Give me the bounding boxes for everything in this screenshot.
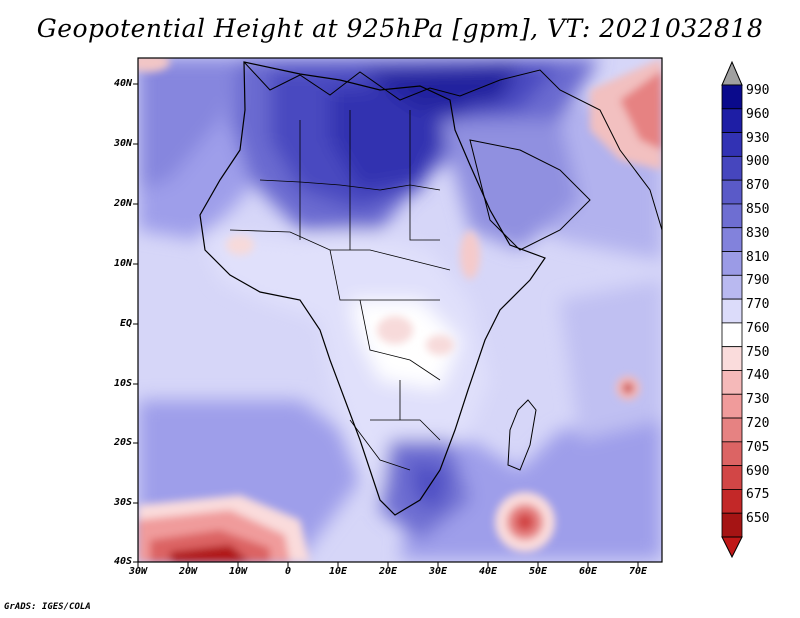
- lon-label: 20W: [178, 566, 198, 577]
- colorbar-label: 750: [746, 344, 770, 360]
- lon-label: 40E: [478, 566, 498, 577]
- colorbar-swatch: [721, 465, 743, 490]
- colorbar-label: 830: [746, 225, 770, 241]
- colorbar-label: 760: [746, 320, 770, 336]
- axis-ticks: [133, 83, 639, 567]
- colorbar-label: 990: [746, 83, 770, 98]
- colorbar-swatch: [721, 298, 743, 324]
- lat-label: EQ: [119, 318, 132, 329]
- colorbar-label: 790: [746, 273, 770, 289]
- arabia-coastline: [469, 139, 591, 251]
- colorbar-swatch: [721, 132, 743, 157]
- lon-label: 70E: [628, 566, 648, 577]
- colorbar-swatch: [721, 155, 743, 181]
- colorbar-label: 810: [746, 249, 770, 265]
- colorbar-label: 730: [746, 392, 770, 408]
- colorbar-swatch: [721, 512, 743, 538]
- colorbar-swatch: [721, 441, 743, 467]
- colorbar-label: 650: [746, 511, 770, 527]
- colorbar-swatch: [721, 393, 743, 419]
- colorbar-swatch: [721, 227, 743, 252]
- eurasia-coastline: [243, 61, 662, 231]
- colorbar-swatch: [721, 346, 743, 371]
- colorbar-label: 930: [746, 130, 770, 146]
- lat-label: 20N: [113, 198, 132, 209]
- colorbar-label: 960: [746, 106, 770, 122]
- colorbar-swatch: [721, 370, 743, 395]
- colorbar-label: 870: [746, 178, 770, 194]
- colorbar-bottom-arrow: [721, 536, 743, 559]
- country-borders: [229, 110, 451, 471]
- colorbar-label: 720: [746, 416, 770, 432]
- colorbar-label: 740: [746, 368, 770, 384]
- lat-label: 10S: [113, 378, 132, 389]
- colorbar-swatch: [721, 322, 743, 348]
- colorbar-label: 770: [746, 297, 770, 313]
- lon-label: 0: [284, 566, 292, 577]
- colorbar-swatch: [721, 84, 743, 110]
- colorbar: [721, 60, 743, 559]
- lon-label: 20E: [378, 566, 398, 577]
- colorbar-swatch: [721, 108, 743, 133]
- lat-label: 20S: [113, 437, 132, 448]
- colorbar-top-arrow: [721, 60, 743, 86]
- lon-label: 10E: [328, 566, 348, 577]
- madagascar-coastline: [507, 399, 537, 471]
- lon-label: 10W: [228, 566, 248, 577]
- lon-label: 30W: [128, 566, 148, 577]
- height-field: [138, 58, 662, 562]
- lat-label: 40N: [113, 78, 132, 89]
- lat-label: 40S: [113, 556, 132, 567]
- colorbar-label: 900: [746, 154, 770, 170]
- colorbar-swatch: [721, 179, 743, 205]
- lat-label: 30N: [113, 138, 132, 149]
- colorbar-swatch: [721, 489, 743, 514]
- lon-label: 60E: [578, 566, 598, 577]
- credit-text: GrADS: IGES/COLA: [4, 602, 91, 612]
- lon-label: 30E: [428, 566, 448, 577]
- colorbar-label: 675: [746, 487, 770, 503]
- colorbar-swatch: [721, 274, 743, 300]
- lat-label: 30S: [113, 497, 132, 508]
- colorbar-label: 690: [746, 463, 770, 479]
- colorbar-label: 705: [746, 439, 770, 455]
- colorbar-swatch: [721, 417, 743, 443]
- lon-label: 50E: [528, 566, 548, 577]
- chart-title: Geopotential Height at 925hPa [gpm], VT:…: [36, 14, 764, 43]
- africa-coastline: [199, 61, 546, 516]
- map-frame: [137, 57, 663, 563]
- lat-label: 10N: [113, 258, 132, 269]
- colorbar-swatch: [721, 203, 743, 229]
- colorbar-swatch: [721, 251, 743, 276]
- colorbar-label: 850: [746, 201, 770, 217]
